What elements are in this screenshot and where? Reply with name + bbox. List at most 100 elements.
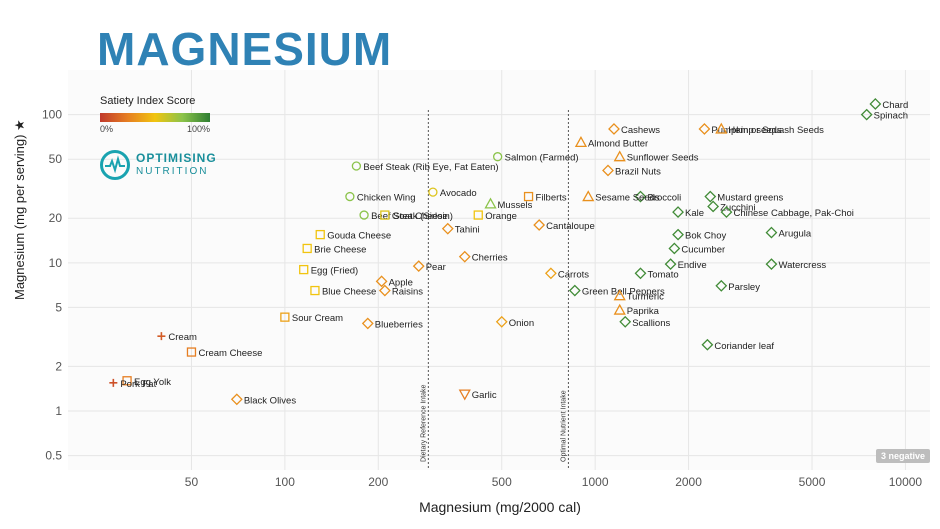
data-label: Cream: [168, 332, 197, 343]
data-label: Coriander leaf: [714, 341, 774, 352]
data-point: [523, 191, 534, 202]
data-label: Gouda Cheese: [327, 231, 391, 242]
data-label: Beef Steak (Sirloin): [371, 211, 453, 222]
data-point: [495, 315, 508, 328]
data-label: Onion: [509, 318, 534, 329]
data-point: [715, 279, 728, 292]
data-label: Goat Cheese: [392, 211, 448, 222]
legend-title: Satiety Index Score: [100, 95, 196, 107]
data-point: [704, 190, 717, 203]
data-point: [302, 243, 312, 254]
x-tick-label: 500: [492, 475, 512, 489]
data-label: Endive: [678, 260, 707, 271]
data-point: [869, 98, 882, 110]
data-point: [720, 206, 733, 218]
y-tick-label: 50: [49, 152, 63, 166]
data-label: Sour Cream: [292, 313, 343, 324]
data-point: [613, 289, 626, 301]
data-label: Orange: [485, 211, 517, 222]
data-label: Cantaloupe: [546, 221, 595, 232]
y-tick-label: 10: [49, 256, 63, 270]
data-point: [634, 190, 647, 203]
data-label: Cucumber: [681, 244, 725, 255]
data-point: [765, 258, 778, 271]
satiety-legend: Satiety Index Score 0% 100%: [100, 95, 210, 134]
data-point: [765, 226, 778, 239]
plot-area: [68, 70, 930, 470]
data-label: Zucchini: [720, 202, 755, 213]
x-axis-label: Magnesium (mg/2000 cal): [419, 499, 581, 515]
data-label: Tahini: [455, 225, 480, 236]
data-point: [608, 123, 620, 135]
data-label: Egg Yolk: [134, 377, 171, 388]
data-point: [351, 161, 362, 171]
logo-line1: OPTIMISING: [136, 151, 217, 165]
x-tick-label: 5000: [799, 475, 826, 489]
x-tick-label: 100: [275, 475, 295, 489]
data-label: Parsley: [728, 282, 760, 293]
data-point: [672, 228, 684, 241]
data-point: [860, 108, 873, 121]
y-tick-label: 20: [49, 211, 63, 225]
data-point: [533, 219, 546, 231]
data-point: [613, 150, 626, 162]
data-point: [672, 206, 684, 218]
data-point: [109, 378, 118, 387]
data-point: [473, 210, 483, 220]
data-point: [634, 267, 647, 280]
data-point: [698, 123, 711, 135]
data-label: Kale: [685, 208, 704, 219]
y-tick-label: 2: [55, 359, 62, 373]
data-point: [345, 191, 355, 202]
y-tick-label: 0.5: [45, 449, 62, 463]
data-point: [707, 200, 720, 213]
data-label: Watercress: [778, 260, 826, 271]
data-label: Brie Cheese: [314, 244, 366, 255]
data-point: [315, 229, 325, 240]
data-point: [619, 315, 632, 328]
data-label: Blue Cheese: [322, 287, 376, 298]
data-label: Sesame Seeds: [595, 193, 660, 204]
x-tick-label: 200: [368, 475, 388, 489]
data-label: Filberts: [536, 193, 567, 204]
data-label: Paprika: [627, 306, 660, 317]
data-point: [492, 152, 503, 162]
data-label: Almond Butter: [588, 138, 648, 149]
data-label: Mustard greens: [717, 193, 783, 204]
data-point: [157, 332, 166, 341]
data-point: [664, 258, 677, 271]
reference-line-label: Dietary Reference Intake: [420, 384, 427, 462]
data-point: [701, 338, 714, 351]
data-point: [458, 389, 471, 401]
x-tick-label: 2000: [675, 475, 702, 489]
data-point: [299, 264, 309, 275]
data-point: [310, 285, 320, 296]
data-point: [280, 312, 290, 322]
data-label: Brazil Nuts: [615, 166, 661, 177]
data-point: [230, 393, 243, 406]
data-point: [484, 197, 497, 209]
data-point: [375, 275, 388, 288]
data-label: Cashews: [621, 125, 660, 136]
legend-max-label: 100%: [186, 124, 210, 134]
data-point: [602, 164, 614, 177]
data-label: Chicken Wing: [357, 193, 416, 204]
data-label: Raisins: [392, 287, 423, 298]
data-label: Hemp seeds: [728, 125, 782, 136]
legend-ticks: 0% 100%: [100, 124, 210, 134]
data-point: [428, 187, 438, 197]
data-label: Sunflower Seeds: [627, 153, 699, 164]
data-point: [441, 222, 454, 235]
data-point: [582, 190, 595, 202]
data-label: Tomato: [647, 269, 678, 280]
data-label: Avocado: [440, 188, 477, 199]
data-label: Cream Cheese: [198, 348, 262, 359]
data-label: Spinach: [874, 111, 908, 122]
y-tick-label: 1: [55, 404, 62, 418]
data-point: [359, 210, 369, 220]
data-point: [378, 284, 391, 297]
data-label: Chinese Cabbage, Pak-Choi: [733, 208, 853, 219]
data-label: Blueberries: [375, 319, 423, 330]
data-point: [715, 122, 728, 134]
